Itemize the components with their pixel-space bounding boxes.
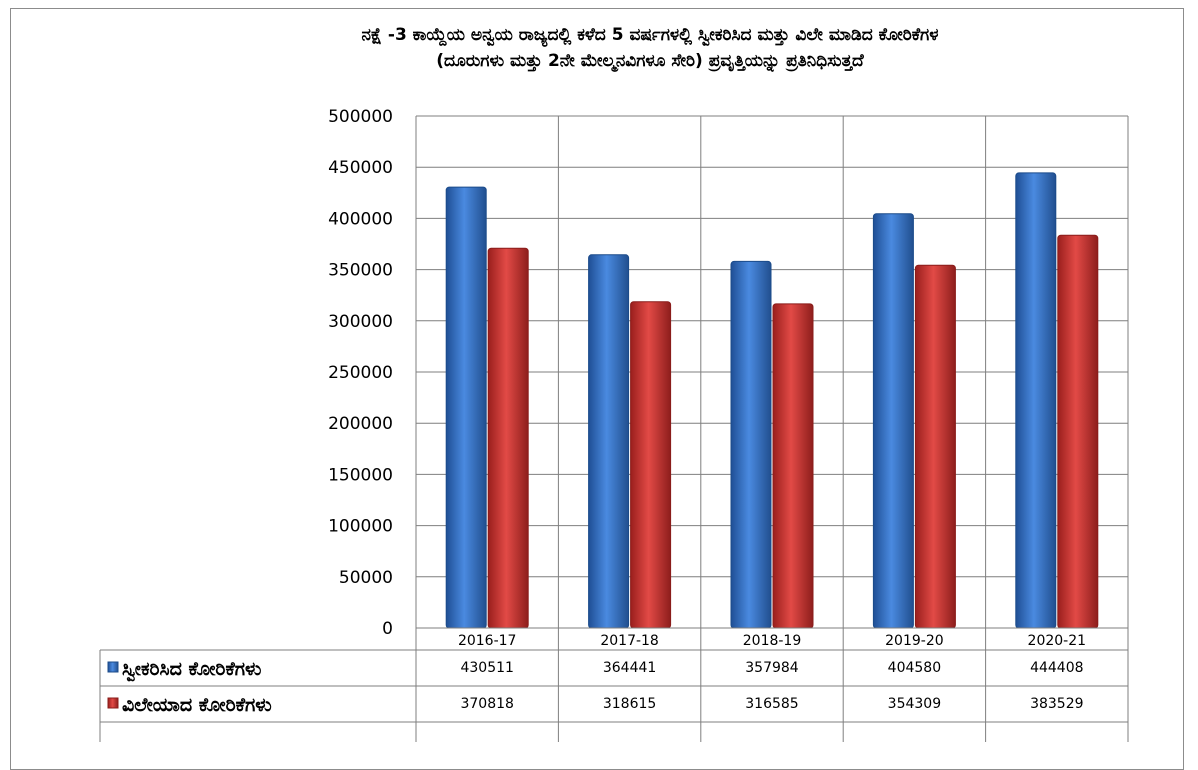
chart-title: ನಕ್ಷೆ -3 ಕಾಯ್ದೆಯ ಅನ್ವಯ ರಾಜ್ಯದಲ್ಲಿ ಕಳೆದ 5… — [140, 22, 1160, 74]
bar-received — [1015, 172, 1057, 629]
data-label: 354309 — [888, 696, 941, 712]
y-tick-label: 500000 — [328, 107, 393, 127]
legend-label: ಸ್ವೀಕರಿಸಿದ ಕೋರಿಕೆಗಳು — [122, 658, 261, 683]
y-tick-label: 150000 — [328, 465, 393, 485]
data-label: 318615 — [603, 696, 656, 712]
bar-chart: 0 50000 100000 150000 200000 250000 300000 3500… — [99, 107, 1129, 742]
data-label: 404580 — [888, 660, 941, 676]
bar-received — [730, 260, 772, 629]
data-label: 316585 — [745, 696, 798, 712]
bar-disposed — [630, 301, 672, 629]
y-tick-label: 450000 — [328, 158, 393, 178]
data-label: 364441 — [603, 660, 656, 676]
data-label: 383529 — [1030, 696, 1083, 712]
bar-disposed — [1057, 234, 1099, 629]
x-tick-label: 2016-17 — [458, 633, 517, 649]
bar-received — [445, 186, 487, 629]
y-tick-label: 400000 — [328, 209, 393, 229]
y-tick-label: 0 — [382, 619, 393, 639]
chart-title-line-1: ನಕ್ಷೆ -3 ಕಾಯ್ದೆಯ ಅನ್ವಯ ರಾಜ್ಯದಲ್ಲಿ ಕಳೆದ 5… — [361, 25, 939, 45]
bar-received — [588, 254, 630, 629]
data-table: 2016-17 2017-18 2018-19 2019-20 2020-21 ಸ್ವೀಕ… — [99, 627, 1129, 742]
y-tick-label: 50000 — [339, 568, 393, 588]
grid-lines — [415, 115, 1129, 629]
data-label: 357984 — [745, 660, 799, 676]
x-tick-label: 2017-18 — [600, 633, 659, 649]
x-tick-label: 2018-19 — [743, 633, 802, 649]
y-axis-ticks: 0 50000 100000 150000 200000 250000 300000 3500… — [328, 107, 393, 639]
bars — [445, 172, 1099, 629]
y-tick-label: 100000 — [328, 517, 393, 537]
y-tick-label: 350000 — [328, 261, 393, 281]
bar-disposed — [487, 247, 529, 629]
data-label: 370818 — [460, 696, 513, 712]
x-tick-label: 2020-21 — [1028, 633, 1087, 649]
data-label: 430511 — [460, 660, 513, 676]
chart-title-line-2: (ದೂರುಗಳು ಮತ್ತು 2ನೇ ಮೇಲ್ಮನವಿಗಳೂ ಸೇರಿ) ಪ್ರ… — [436, 51, 864, 71]
data-label: 444408 — [1030, 660, 1083, 676]
bar-disposed — [772, 303, 814, 629]
x-tick-label: 2019-20 — [885, 633, 944, 649]
y-tick-label: 300000 — [328, 312, 393, 332]
y-tick-label: 200000 — [328, 414, 393, 434]
bar-received — [872, 213, 914, 629]
legend-swatch — [107, 697, 119, 709]
y-tick-label: 250000 — [328, 363, 393, 383]
legend-label: ವಿಲೇಯಾದ ಕೋರಿಕೆಗಳು — [122, 694, 272, 716]
legend-swatch — [107, 661, 119, 673]
bar-disposed — [914, 264, 956, 629]
